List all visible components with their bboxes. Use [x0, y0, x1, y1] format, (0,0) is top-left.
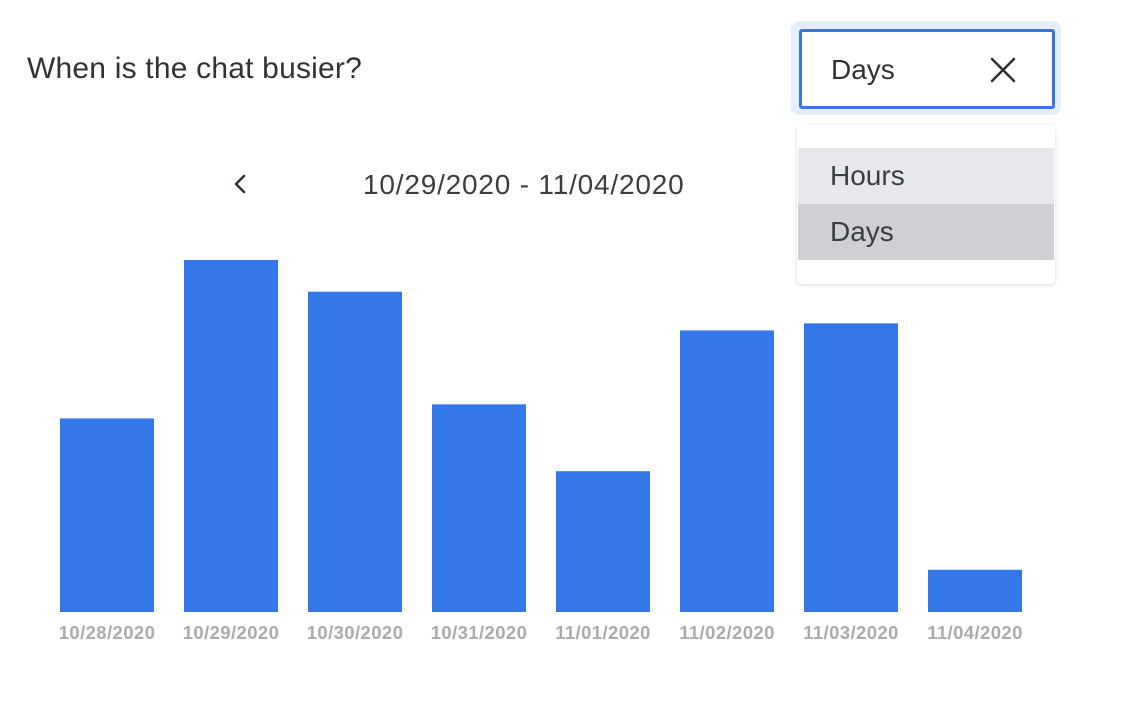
x-tick-label: 11/04/2020: [927, 622, 1023, 643]
tick-labels-group: 10/28/2020 10/29/2020 10/30/2020 10/31/2020…: [59, 622, 1023, 643]
bar-10-31-2020[interactable]: [432, 404, 526, 612]
close-icon: [990, 57, 1016, 83]
date-range-label: 10/29/2020 - 11/04/2020: [363, 169, 685, 200]
page-title: When is the chat busier?: [27, 52, 362, 85]
option-hours[interactable]: Hours: [798, 148, 1054, 204]
bar-11-04-2020[interactable]: [928, 569, 1022, 612]
x-tick-label: 11/03/2020: [803, 622, 899, 643]
bar-10-28-2020[interactable]: [60, 418, 154, 612]
select-value: Days: [831, 54, 895, 85]
bar-10-30-2020[interactable]: [308, 291, 402, 612]
x-tick-label: 10/28/2020: [59, 622, 156, 643]
bars-group: [60, 260, 1022, 612]
bar-10-29-2020[interactable]: [184, 260, 278, 612]
chevron-left-icon: [234, 174, 246, 194]
granularity-select[interactable]: Days: [799, 29, 1055, 109]
bar-11-03-2020[interactable]: [804, 323, 898, 612]
x-tick-label: 10/29/2020: [183, 622, 280, 643]
x-tick-label: 11/02/2020: [679, 622, 775, 643]
option-days[interactable]: Days: [798, 204, 1054, 260]
previous-range-button[interactable]: [226, 168, 254, 200]
bar-11-02-2020[interactable]: [680, 330, 774, 612]
x-tick-label: 10/30/2020: [307, 622, 404, 643]
x-tick-label: 10/31/2020: [431, 622, 528, 643]
clear-selection-button[interactable]: [988, 55, 1018, 85]
x-tick-label: 11/01/2020: [555, 622, 651, 643]
bar-11-01-2020[interactable]: [556, 471, 650, 612]
select-dropdown-menu: Hours Days: [797, 125, 1055, 284]
